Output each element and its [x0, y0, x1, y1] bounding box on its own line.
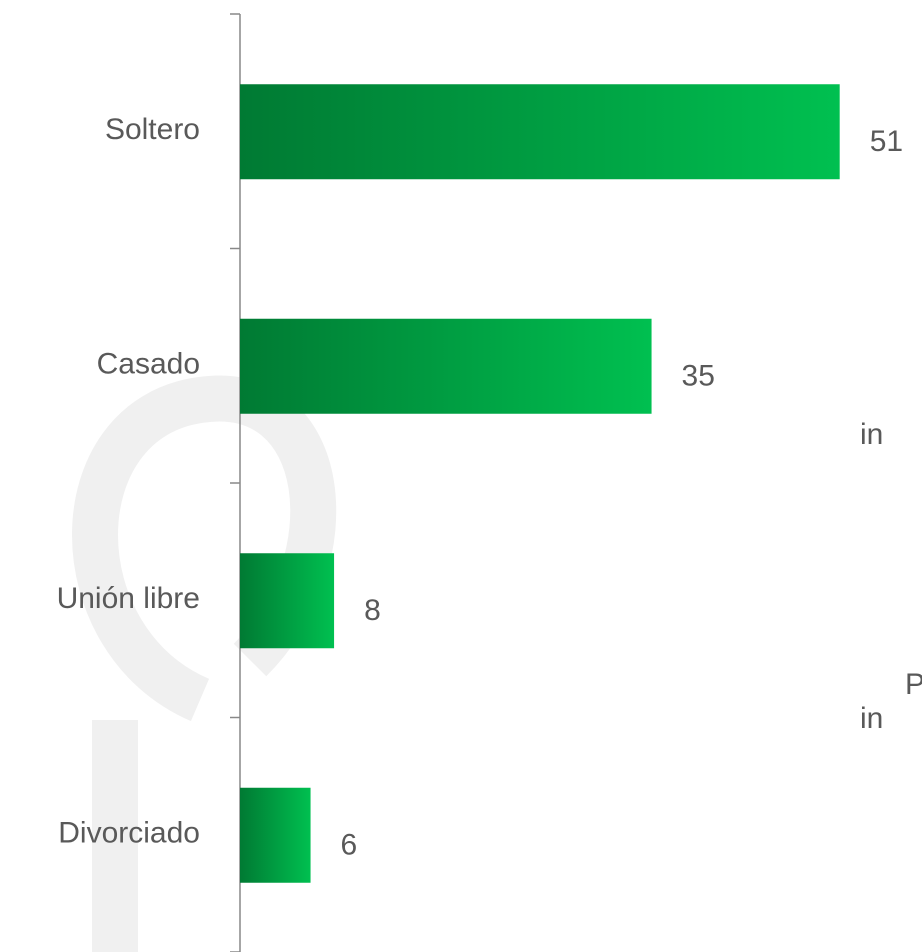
bar	[240, 787, 311, 883]
category-label: Casado	[97, 348, 200, 381]
category-label: Soltero	[105, 113, 200, 146]
annotation: in	[860, 418, 883, 451]
annotation: P	[905, 668, 922, 701]
bar	[240, 318, 652, 414]
value-label: 35	[682, 360, 715, 393]
bar	[240, 84, 840, 180]
value-label: 6	[341, 829, 358, 862]
category-label: Divorciado	[58, 817, 200, 850]
annotation: in	[860, 702, 883, 735]
watermark	[72, 375, 337, 952]
value-label: 51	[870, 125, 903, 158]
value-label: 8	[364, 594, 381, 627]
bar	[240, 553, 335, 649]
category-label: Unión libre	[57, 582, 200, 615]
